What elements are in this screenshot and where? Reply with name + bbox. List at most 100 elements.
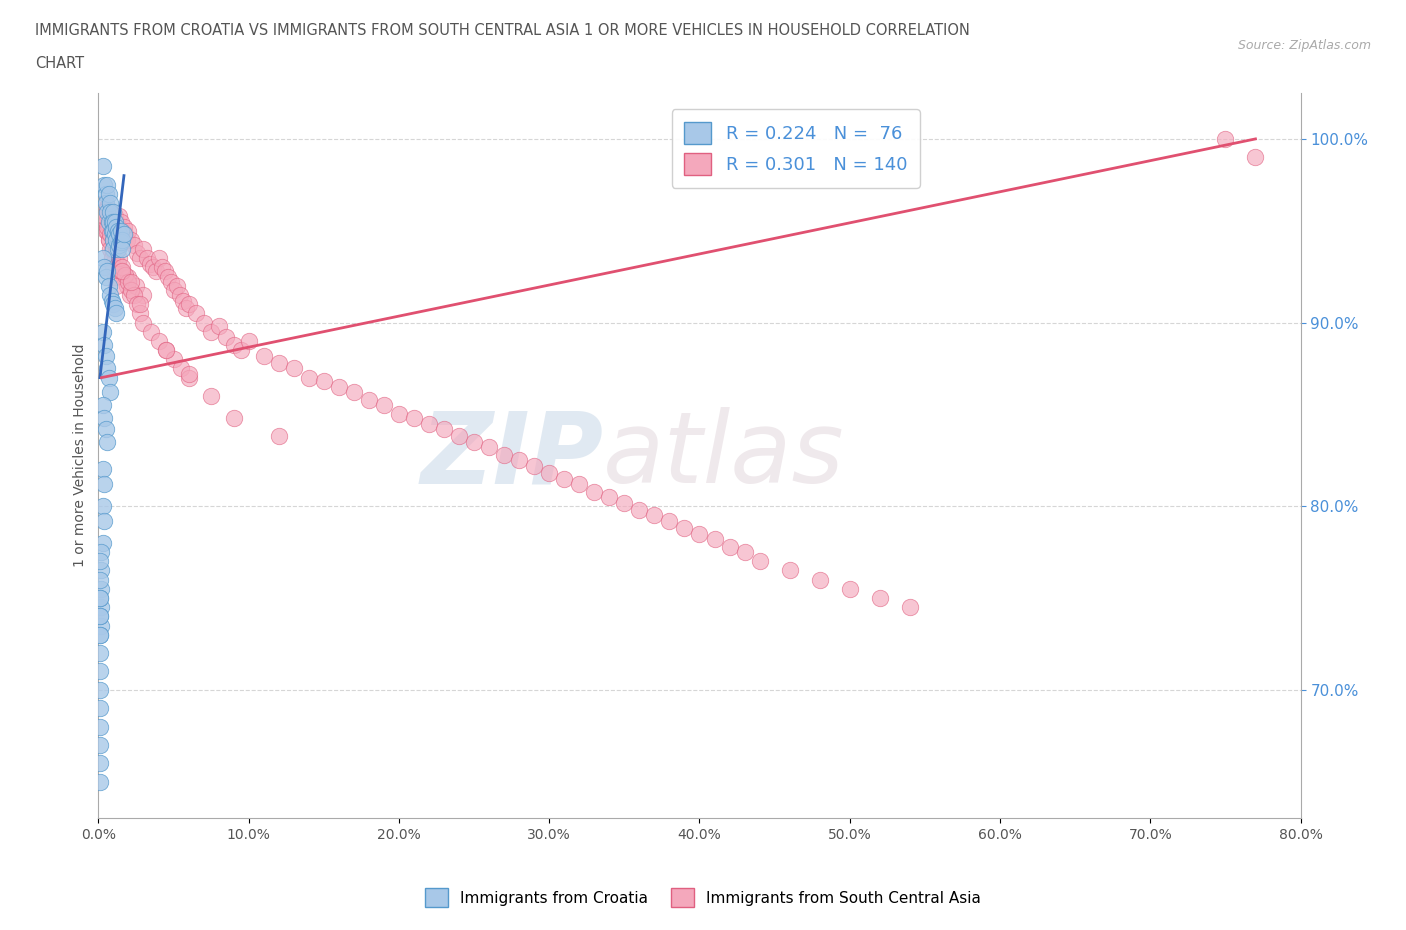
Point bbox=[145, 264, 167, 279]
Point bbox=[121, 274, 143, 289]
Point bbox=[97, 187, 120, 202]
Point bbox=[111, 223, 134, 238]
Point bbox=[97, 232, 120, 247]
Point bbox=[1244, 150, 1267, 165]
Point bbox=[100, 212, 122, 227]
Point bbox=[104, 227, 127, 242]
Point bbox=[643, 508, 665, 523]
Legend: Immigrants from Croatia, Immigrants from South Central Asia: Immigrants from Croatia, Immigrants from… bbox=[419, 883, 987, 913]
Point bbox=[103, 205, 125, 219]
Point bbox=[110, 234, 132, 249]
Point bbox=[139, 325, 162, 339]
Point bbox=[121, 232, 143, 247]
Point bbox=[156, 269, 179, 284]
Point bbox=[150, 260, 173, 275]
Point bbox=[104, 251, 127, 266]
Point bbox=[177, 370, 200, 385]
Point bbox=[108, 238, 131, 253]
Point bbox=[101, 242, 124, 257]
Point bbox=[96, 361, 118, 376]
Point bbox=[177, 366, 200, 381]
Point bbox=[104, 214, 127, 229]
Point bbox=[110, 223, 132, 238]
Point bbox=[148, 251, 170, 266]
Point bbox=[357, 392, 380, 407]
Point bbox=[402, 411, 425, 426]
Point bbox=[97, 278, 120, 293]
Point bbox=[100, 385, 122, 400]
Point bbox=[108, 251, 131, 266]
Point bbox=[94, 269, 117, 284]
Point bbox=[103, 242, 125, 257]
Point bbox=[124, 238, 146, 253]
Point bbox=[89, 591, 111, 605]
Text: ZIP: ZIP bbox=[420, 407, 603, 504]
Point bbox=[463, 434, 485, 449]
Point bbox=[90, 618, 112, 633]
Point bbox=[93, 208, 115, 223]
Point bbox=[91, 159, 114, 174]
Point bbox=[105, 232, 128, 247]
Point bbox=[748, 554, 770, 569]
Point bbox=[132, 242, 155, 257]
Point bbox=[90, 600, 112, 615]
Point bbox=[153, 264, 176, 279]
Point bbox=[91, 325, 114, 339]
Point bbox=[174, 300, 197, 315]
Point bbox=[90, 205, 112, 219]
Point bbox=[104, 300, 127, 315]
Point bbox=[93, 411, 115, 426]
Point bbox=[97, 232, 120, 247]
Point bbox=[111, 260, 134, 275]
Point bbox=[129, 297, 152, 312]
Point bbox=[105, 219, 128, 234]
Point bbox=[200, 389, 222, 404]
Point bbox=[267, 429, 290, 444]
Point bbox=[117, 274, 139, 289]
Point bbox=[553, 472, 575, 486]
Point bbox=[112, 227, 135, 242]
Point bbox=[105, 306, 128, 321]
Point bbox=[703, 532, 725, 547]
Point bbox=[112, 269, 135, 284]
Point bbox=[200, 325, 222, 339]
Point bbox=[215, 330, 238, 345]
Point bbox=[170, 361, 193, 376]
Point bbox=[172, 293, 194, 308]
Point bbox=[688, 526, 710, 541]
Point bbox=[115, 278, 138, 293]
Point bbox=[89, 645, 111, 660]
Point bbox=[155, 342, 177, 357]
Point bbox=[568, 477, 591, 492]
Point bbox=[129, 306, 152, 321]
Point bbox=[105, 214, 128, 229]
Point bbox=[779, 563, 801, 578]
Point bbox=[91, 208, 114, 223]
Point bbox=[253, 348, 276, 363]
Point bbox=[628, 502, 651, 517]
Point bbox=[94, 348, 117, 363]
Point bbox=[93, 208, 115, 223]
Point bbox=[89, 701, 111, 716]
Point bbox=[107, 219, 129, 234]
Point bbox=[148, 334, 170, 349]
Point bbox=[110, 264, 132, 279]
Point bbox=[734, 545, 756, 560]
Point bbox=[343, 385, 366, 400]
Point bbox=[91, 251, 114, 266]
Point bbox=[89, 591, 111, 605]
Point bbox=[94, 214, 117, 229]
Point bbox=[91, 462, 114, 477]
Point bbox=[96, 219, 118, 234]
Point bbox=[124, 287, 146, 302]
Point bbox=[100, 195, 122, 210]
Point bbox=[478, 440, 501, 455]
Point bbox=[89, 609, 111, 624]
Point bbox=[208, 319, 231, 334]
Point bbox=[89, 554, 111, 569]
Point bbox=[89, 628, 111, 643]
Point bbox=[100, 205, 122, 219]
Point bbox=[222, 338, 245, 352]
Point bbox=[105, 278, 128, 293]
Point bbox=[91, 498, 114, 513]
